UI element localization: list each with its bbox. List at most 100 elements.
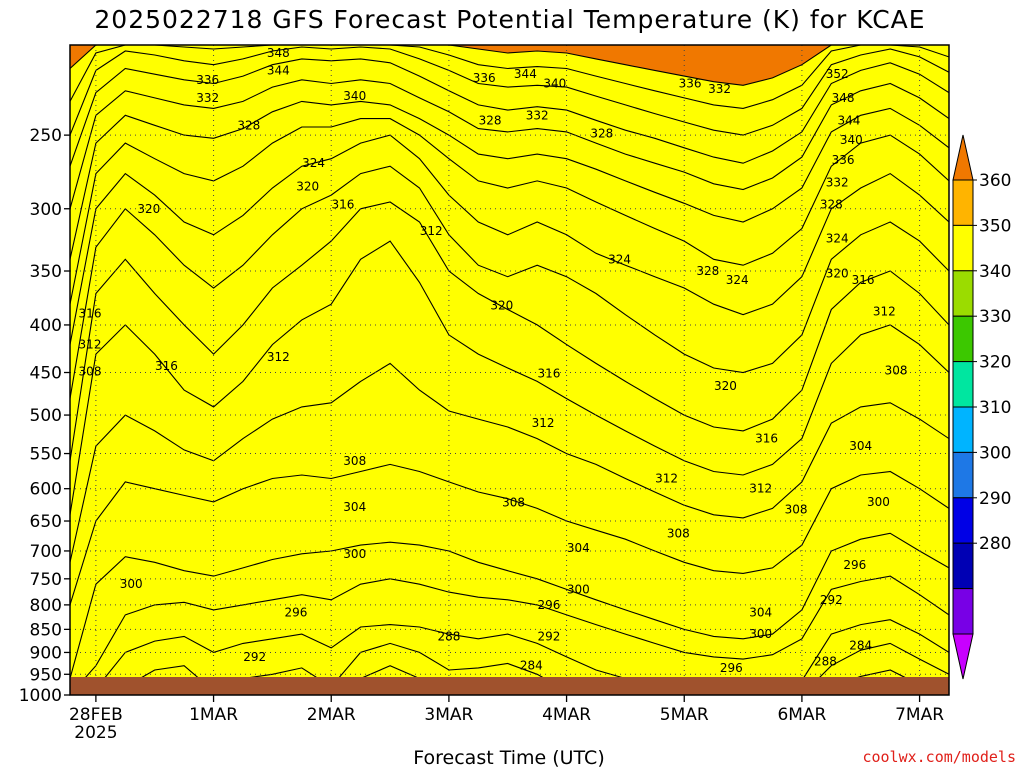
contour-label: 336 [196, 73, 219, 87]
contour-label: 348 [832, 91, 855, 105]
contour-label: 328 [590, 127, 613, 141]
contour-label: 300 [749, 627, 772, 641]
contour-label: 308 [502, 496, 525, 510]
isentrope-312 [70, 240, 949, 515]
contour-label: 288 [814, 654, 837, 668]
contour-label: 300 [867, 495, 890, 509]
contour-label: 284 [849, 639, 872, 653]
contour-label: 312 [79, 338, 102, 352]
colorbar-segment [952, 451, 974, 499]
y-tick-label-600: 600 [30, 480, 62, 500]
y-tick-label-700: 700 [30, 542, 62, 562]
y-tick-label-350: 350 [30, 262, 62, 282]
contour-label: 320 [714, 379, 737, 393]
colorbar-label-300: 300 [979, 443, 1011, 463]
contour-label: 344 [514, 67, 537, 81]
y-tick-label-450: 450 [30, 364, 62, 384]
contour-label: 308 [785, 503, 808, 517]
y-tick-label-750: 750 [30, 570, 62, 590]
isentrope-352 [70, 45, 949, 86]
contour-label: 312 [873, 305, 896, 319]
contour-label: 324 [608, 252, 631, 266]
contour-label: 324 [726, 273, 749, 287]
contour-label: 300 [567, 582, 590, 596]
colorbar-label-330: 330 [979, 307, 1011, 327]
colorbar-segment [952, 542, 974, 590]
contour-label: 316 [852, 273, 875, 287]
x-tick-label-4MAR: 4MAR [542, 705, 591, 725]
colorbar-segment [952, 361, 974, 408]
contour-label: 352 [826, 67, 849, 81]
contour-label: 288 [437, 629, 460, 643]
contour-label: 304 [749, 605, 772, 619]
x-axis-label: Forecast Time (UTC) [413, 747, 604, 768]
isentrope-320 [70, 165, 949, 399]
contour-label: 316 [332, 198, 355, 212]
contour-label: 316 [537, 366, 560, 380]
contour-label: 312 [655, 471, 678, 485]
colorbar-segment [952, 179, 974, 226]
colorbar-label-290: 290 [979, 489, 1011, 509]
isentrope-300 [70, 532, 949, 679]
contour-label: 340 [840, 133, 863, 147]
contour-label: 304 [343, 500, 366, 514]
contour-label: 300 [343, 547, 366, 561]
contour-label: 340 [343, 89, 366, 103]
contour-label: 332 [196, 91, 219, 105]
contour-label: 304 [567, 541, 590, 555]
contour-label: 296 [843, 558, 866, 572]
isentrope-296 [70, 575, 949, 695]
x-tick-sublabel-28FEB: 2025 [74, 723, 117, 743]
isentrope-340 [70, 58, 949, 167]
x-tick-label-28FEB: 28FEB [69, 705, 123, 725]
chart-title: 2025022718 GFS Forecast Potential Temper… [94, 5, 925, 34]
colorbar: 360 350 340 330 320 310 300 290 280 [952, 134, 1011, 680]
contour-label: 340 [543, 76, 566, 90]
contour-label: 320 [296, 180, 319, 194]
y-axis: 250 300 350 400 450 500 550 600 650 700 750 800 850 9… [19, 126, 70, 706]
colorbar-extend-min [952, 633, 974, 680]
colorbar-segment [952, 588, 974, 635]
contour-label: 332 [826, 175, 849, 189]
y-tick-label-1000: 1000 [19, 686, 62, 706]
colorbar-segment [952, 497, 974, 544]
contour-label: 312 [420, 224, 443, 238]
contour-label: 284 [520, 659, 543, 673]
contour-label: 316 [155, 359, 178, 373]
y-tick-label-800: 800 [30, 596, 62, 616]
colorbar-label-360: 360 [979, 171, 1011, 191]
contour-label: 328 [820, 198, 843, 212]
colorbar-label-310: 310 [979, 398, 1011, 418]
y-tick-label-900: 900 [30, 643, 62, 663]
isentrope-336 [70, 79, 949, 209]
contour-label: 316 [755, 432, 778, 446]
contour-label: 336 [473, 71, 496, 85]
contour-label: 296 [537, 598, 560, 612]
contour-label: 308 [343, 454, 366, 468]
y-tick-label-400: 400 [30, 316, 62, 336]
contour-label: 332 [526, 108, 549, 122]
contour-label: 320 [826, 266, 849, 280]
contour-label: 324 [826, 232, 849, 246]
contour-fills [70, 45, 949, 695]
contour-label: 292 [537, 629, 560, 643]
x-tick-label-1MAR: 1MAR [189, 705, 238, 725]
colorbar-segment [952, 315, 974, 363]
isentrope-344 [70, 46, 949, 136]
y-tick-label-300: 300 [30, 200, 62, 220]
colorbar-segment [952, 224, 974, 272]
grid-lines [70, 45, 949, 695]
isentrope-324 [70, 134, 949, 345]
plot-frame [69, 44, 950, 696]
colorbar-extend-max [952, 134, 974, 181]
contour-label: 292 [820, 593, 843, 607]
contour-label: 296 [284, 605, 307, 619]
y-tick-label-650: 650 [30, 512, 62, 532]
y-tick-label-250: 250 [30, 126, 62, 146]
contour-label: 328 [696, 264, 719, 278]
contour-label: 344 [267, 63, 290, 77]
contour-label: 312 [267, 350, 290, 364]
contour-label: 292 [243, 650, 266, 664]
